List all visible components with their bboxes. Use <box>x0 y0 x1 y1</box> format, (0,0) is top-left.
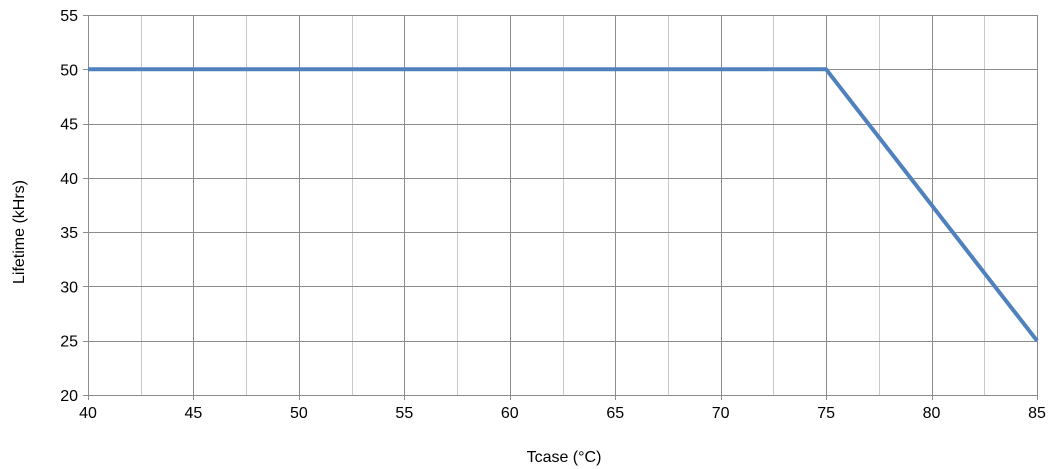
x-axis-title: Tcase (°C) <box>527 449 602 466</box>
minor-gridlines <box>141 15 985 395</box>
x-tick-label-3: 55 <box>395 405 413 422</box>
y-tick-label-2: 30 <box>60 279 78 296</box>
y-tick-label-7: 55 <box>60 8 78 25</box>
y-tick-label-3: 35 <box>60 225 78 242</box>
plot-border <box>88 15 1038 396</box>
x-tick-label-7: 75 <box>817 405 835 422</box>
series-line-0 <box>88 67 1039 342</box>
y-tick-label-4: 40 <box>60 171 78 188</box>
x-tick-label-0: 40 <box>79 405 97 422</box>
x-tick-label-6: 70 <box>712 405 730 422</box>
x-tick-label-2: 50 <box>290 405 308 422</box>
plot-area <box>88 15 1038 396</box>
x-tick-label-1: 45 <box>185 405 203 422</box>
x-tick-label-5: 65 <box>606 405 624 422</box>
y-axis-title: Lifetime (kHrs) <box>11 180 28 284</box>
y-tick-label-0: 20 <box>60 388 78 405</box>
y-tick-label-6: 50 <box>60 62 78 79</box>
y-tick-label-5: 45 <box>60 117 78 134</box>
x-tick-label-4: 60 <box>501 405 519 422</box>
series-layer <box>88 67 1039 342</box>
x-tick-label-8: 80 <box>923 405 941 422</box>
major-gridlines <box>83 15 1038 400</box>
x-axis-tick-labels: 40 45 50 55 60 65 70 75 80 85 <box>79 405 1046 422</box>
y-axis-tick-labels: 20 25 30 35 40 45 50 55 <box>60 8 78 405</box>
y-tick-label-1: 25 <box>60 334 78 351</box>
x-tick-label-9: 85 <box>1028 405 1046 422</box>
